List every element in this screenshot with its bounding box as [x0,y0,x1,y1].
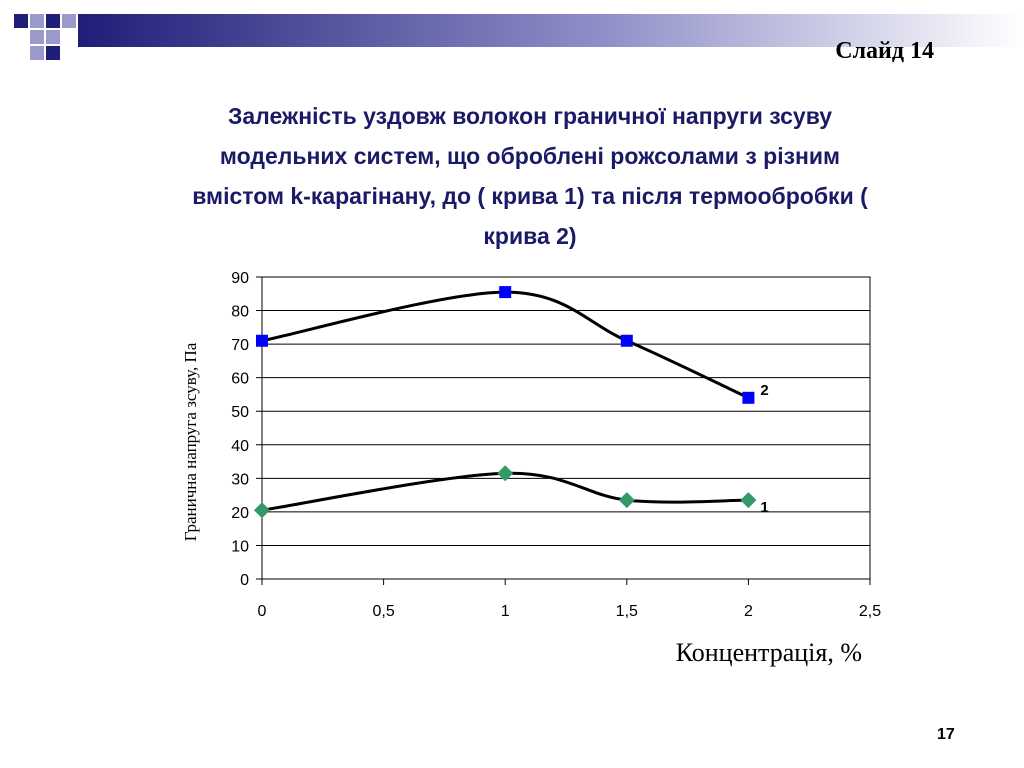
slide-decoration [14,14,1024,60]
y-tick-label: 70 [231,337,249,354]
decor-square [46,14,60,28]
series-1-point [254,502,270,519]
y-tick-label: 50 [231,404,249,421]
x-tick-label: 0,5 [372,603,394,620]
y-tick-label: 90 [231,270,249,287]
decor-square [30,30,44,44]
series-2-point [620,334,633,347]
y-tick-label: 80 [231,304,249,321]
series-2-line [261,290,750,400]
x-tick-label: 2,5 [859,603,881,620]
decor-square [46,30,60,44]
series-2-point [499,286,512,299]
header-gradient-bar [78,14,1024,47]
series-1-line [261,471,749,512]
series-2-label: 2 [760,382,768,399]
x-tick-label: 1,5 [616,603,638,620]
slide-label: Слайд 14 [835,38,934,64]
x-tick-label: 0 [258,603,267,620]
decor-square [46,46,60,60]
slide-title: Залежність уздовж волокон граничної напр… [192,103,868,249]
decor-square [62,14,76,28]
series-1-point [740,492,757,509]
decor-square [14,14,28,28]
y-tick-label: 0 [240,572,249,589]
page-number: 17 [937,726,955,743]
plot-area [261,276,871,580]
x-axis-label: Концентрація, % [676,638,862,667]
y-tick-label: 10 [231,538,249,555]
series-2-point [742,391,755,404]
decor-square [30,14,44,28]
y-tick-label: 60 [231,371,249,388]
y-tick-label: 40 [231,438,249,455]
y-tick-label: 20 [231,505,249,522]
x-tick-label: 1 [501,603,510,620]
decor-square [30,46,44,60]
series-2-point [256,334,268,347]
series-1-point [618,492,635,509]
series-1-label: 1 [760,499,768,516]
y-tick-label: 30 [231,471,249,488]
x-tick-label: 2 [744,603,753,620]
y-axis-label: Гранична напруга зсуву, Па [181,342,200,541]
series-1-point [497,465,514,482]
